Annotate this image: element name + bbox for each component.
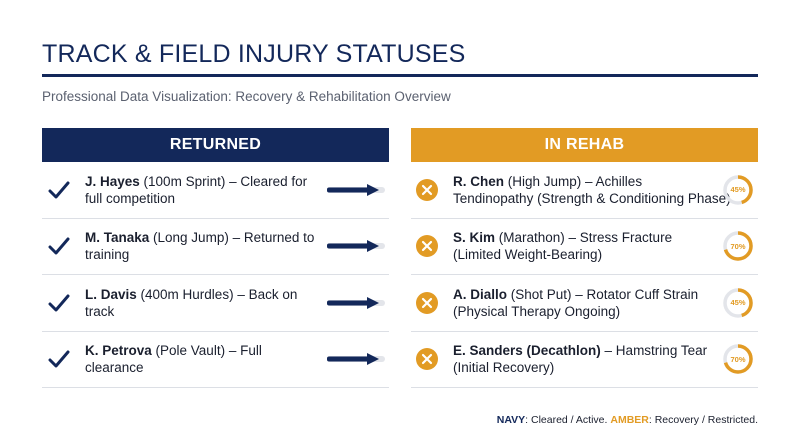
athlete-detail-2: Tendinopathy (Strength & Conditioning Ph… [453,190,731,206]
progress-ring-graphic [723,288,753,318]
returned-row: J. Hayes (100m Sprint) – Cleared for ful… [42,162,389,219]
legend-amber-label: AMBER [610,414,649,426]
progress-ring-graphic [723,175,753,205]
rehab-text: S. Kim (Marathon) – Stress Fracture (Limi… [453,229,737,263]
progress-ring: 70% [722,343,754,375]
returned-panel: RETURNED J. Hayes (100m Sprint) – Cleare… [42,128,389,388]
athlete-detail: (Long Jump) – Returned to training [85,230,315,263]
rehab-text: A. Diallo (Shot Put) – Rotator Cuff Stra… [453,286,737,320]
rehab-text: E. Sanders (Decathlon) – Hamstring Tear (… [453,342,737,376]
returned-text: K. Petrova (Pole Vault) – Full clearance [85,342,317,376]
athlete-name: J. Hayes [85,173,140,189]
progress-ring-graphic [723,231,753,261]
arrow-right-icon [327,183,379,196]
returned-row: L. Davis (400m Hurdles) – Back on track [42,275,389,332]
progress-label: 45% [730,298,746,308]
page-title: TRACK & FIELD INJURY STATUSES [42,40,466,68]
athlete-detail: – Hamstring Tear [600,343,708,359]
athlete-detail-2: (Physical Therapy Ongoing) [453,303,621,319]
color-legend: NAVY: Cleared / Active. AMBER: Recovery … [497,414,758,426]
rehab-text: R. Chen (High Jump) – Achilles Tendinopat… [453,173,737,207]
status-arrow [327,296,385,309]
athlete-detail: (Shot Put) – Rotator Cuff Strain [507,286,699,302]
athlete-name: E. Sanders (Decathlon) [453,343,601,359]
rehab-header: IN REHAB [411,128,758,162]
legend-navy-text: : Cleared / Active. [525,414,611,426]
athlete-detail: (100m Sprint) – Cleared for full competi… [85,173,308,206]
returned-text: L. Davis (400m Hurdles) – Back on track [85,286,317,320]
x-circle-icon [416,291,438,314]
rehab-row: E. Sanders (Decathlon) – Hamstring Tear (… [411,332,758,388]
status-arrow [327,183,385,196]
check-icon [48,237,70,255]
arrow-right-icon [327,353,379,366]
progress-ring: 45% [722,174,754,206]
athlete-detail: (400m Hurdles) – Back on track [85,286,298,319]
progress-label: 45% [730,185,746,195]
x-circle-icon [416,178,438,201]
progress-ring: 70% [722,230,754,262]
athlete-detail: (High Jump) – Achilles [504,173,643,189]
progress-ring: 45% [722,287,754,319]
check-icon [48,181,70,199]
rehab-row: R. Chen (High Jump) – Achilles Tendinopat… [411,162,758,219]
rehab-panel: IN REHAB R. Chen (High Jump) – Achilles T… [411,128,758,388]
legend-navy-label: NAVY [496,414,526,426]
title-divider [42,74,758,77]
returned-text: J. Hayes (100m Sprint) – Cleared for ful… [85,173,317,207]
returned-row: M. Tanaka (Long Jump) – Returned to trai… [42,219,389,275]
check-icon [48,350,70,368]
rehab-row: A. Diallo (Shot Put) – Rotator Cuff Stra… [411,275,758,332]
rehab-row: S. Kim (Marathon) – Stress Fracture (Limi… [411,219,758,275]
athlete-detail: (Pole Vault) – Full clearance [85,343,262,376]
x-circle-icon [416,235,438,258]
progress-label: 70% [730,241,746,251]
arrow-right-icon [327,240,379,253]
legend-amber-text: : Recovery / Restricted. [648,414,758,426]
progress-label: 70% [730,354,746,364]
status-arrow [327,353,385,366]
athlete-name: R. Chen [453,173,505,189]
arrow-right-icon [327,296,379,309]
page-subtitle: Professional Data Visualization: Recover… [42,89,451,104]
status-arrow [327,240,385,253]
athlete-detail: (Marathon) – Stress Fracture [495,230,673,246]
athlete-detail-2: (Initial Recovery) [453,360,555,376]
athlete-name: S. Kim [453,230,496,246]
returned-header: RETURNED [42,128,389,162]
athlete-name: M. Tanaka [85,230,150,246]
x-circle-icon [416,348,438,371]
returned-text: M. Tanaka (Long Jump) – Returned to trai… [85,229,317,263]
check-icon [48,294,70,312]
progress-ring-graphic [723,344,753,374]
athlete-name: L. Davis [85,286,137,302]
athlete-name: K. Petrova [85,343,152,359]
athlete-name: A. Diallo [453,286,508,302]
returned-row: K. Petrova (Pole Vault) – Full clearance [42,332,389,388]
athlete-detail-2: (Limited Weight-Bearing) [453,247,603,263]
